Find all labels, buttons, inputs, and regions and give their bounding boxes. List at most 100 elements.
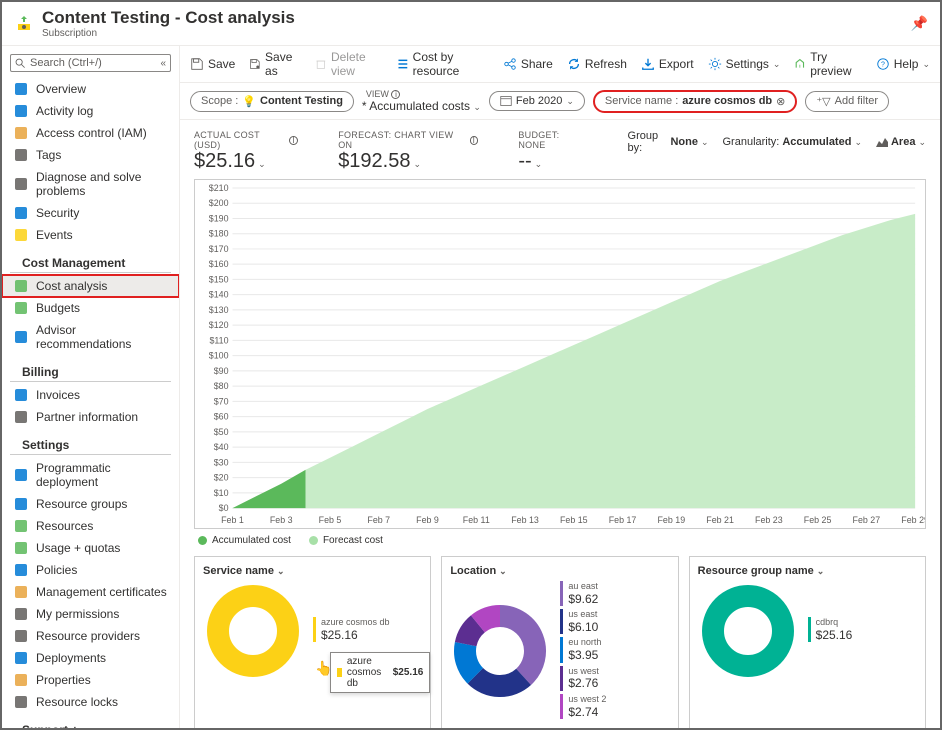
bulb-icon: 💡: [242, 95, 256, 108]
page-subtitle: Subscription: [42, 28, 295, 39]
sidebar-item-events[interactable]: Events: [2, 224, 179, 246]
donut-card-service-name: Service name ⌄azure cosmos db$25.16azure…: [194, 556, 431, 728]
donut-title[interactable]: Location ⌄: [450, 565, 669, 577]
sidebar-item-overview[interactable]: Overview: [2, 78, 179, 100]
saveas-button[interactable]: Save as: [249, 50, 301, 78]
svg-text:$80: $80: [214, 381, 229, 391]
sidebar-item-partner-information[interactable]: Partner information: [2, 406, 179, 428]
sidebar-item-access-control-iam-[interactable]: Access control (IAM): [2, 122, 179, 144]
charttype-dropdown[interactable]: Area ⌄: [876, 136, 926, 148]
view-selector[interactable]: VIEW i * Accumulated costs ⌄: [362, 89, 481, 113]
nav-icon: [14, 388, 28, 402]
nav-icon: [14, 410, 28, 424]
sidebar-item-resource-locks[interactable]: Resource locks: [2, 691, 179, 713]
groupby-dropdown[interactable]: Group by: None ⌄: [628, 130, 709, 154]
clear-filter-icon[interactable]: ⊗: [776, 95, 785, 108]
nav-icon: [14, 519, 28, 533]
nav-icon: [14, 497, 28, 511]
toolbar: Save Save as Delete view Cost by resource Sh…: [180, 46, 940, 83]
settings-button[interactable]: Settings⌄: [708, 57, 781, 71]
sidebar-item-tags[interactable]: Tags: [2, 144, 179, 166]
svg-text:$10: $10: [214, 488, 229, 498]
sidebar-item-policies[interactable]: Policies: [2, 559, 179, 581]
sidebar-item-cost-analysis[interactable]: Cost analysis: [2, 275, 179, 297]
save-button[interactable]: Save: [190, 57, 235, 71]
search-input[interactable]: Search (Ctrl+/) «: [10, 54, 171, 72]
nav-icon: [14, 148, 28, 162]
svg-text:$140: $140: [209, 290, 229, 300]
svg-text:$100: $100: [209, 351, 229, 361]
sidebar-item-resource-groups[interactable]: Resource groups: [2, 493, 179, 515]
sidebar-item-my-permissions[interactable]: My permissions: [2, 603, 179, 625]
sidebar-item-diagnose-and-solve-problems[interactable]: Diagnose and solve problems: [2, 166, 179, 202]
sidebar-item-management-certificates[interactable]: Management certificates: [2, 581, 179, 603]
sidebar-item-deployments[interactable]: Deployments: [2, 647, 179, 669]
sidebar-item-resource-providers[interactable]: Resource providers: [2, 625, 179, 647]
preview-icon: [794, 57, 806, 71]
sidebar-item-resources[interactable]: Resources: [2, 515, 179, 537]
sidebar-item-programmatic-deployment[interactable]: Programmatic deployment: [2, 457, 179, 493]
donut-legend-item: eu north$3.95: [560, 637, 606, 662]
nav-icon: [14, 301, 28, 315]
scope-pill[interactable]: Scope : 💡 Content Testing: [190, 91, 354, 112]
chart-legend: Accumulated costForecast cost: [180, 529, 940, 552]
svg-text:$130: $130: [209, 305, 229, 315]
list-button[interactable]: Cost by resource: [397, 50, 489, 78]
budget-metric: BUDGET: NONE -- ⌄: [518, 130, 587, 173]
svg-text:$150: $150: [209, 274, 229, 284]
sidebar-item-activity-log[interactable]: Activity log: [2, 100, 179, 122]
svg-text:Feb 19: Feb 19: [658, 515, 686, 525]
export-icon: [641, 57, 655, 71]
svg-text:$170: $170: [209, 244, 229, 254]
service-filter-pill[interactable]: Service name : azure cosmos db ⊗: [593, 90, 797, 113]
sidebar-item-security[interactable]: Security: [2, 202, 179, 224]
donut-title[interactable]: Resource group name ⌄: [698, 565, 917, 577]
donut-chart[interactable]: [450, 601, 550, 701]
subscription-icon: [14, 14, 34, 34]
sidebar-item-usage-quotas[interactable]: Usage + quotas: [2, 537, 179, 559]
sidebar-item-budgets[interactable]: Budgets: [2, 297, 179, 319]
svg-text:$0: $0: [219, 503, 229, 513]
export-button[interactable]: Export: [641, 57, 694, 71]
nav-group-title: Settings: [10, 432, 171, 455]
nav-icon: [14, 541, 28, 555]
donut-title[interactable]: Service name ⌄: [203, 565, 422, 577]
sidebar-item-advisor-recommendations[interactable]: Advisor recommendations: [2, 319, 179, 355]
svg-text:$120: $120: [209, 320, 229, 330]
nav-icon: [14, 695, 28, 709]
svg-text:Feb 7: Feb 7: [367, 515, 390, 525]
refresh-button[interactable]: Refresh: [567, 57, 627, 71]
svg-text:$210: $210: [209, 183, 229, 193]
svg-text:?: ?: [881, 62, 885, 69]
sidebar-item-invoices[interactable]: Invoices: [2, 384, 179, 406]
nav-icon: [14, 563, 28, 577]
cost-chart[interactable]: $0$10$20$30$40$50$60$70$80$90$100$110$12…: [194, 179, 926, 529]
nav-icon: [14, 673, 28, 687]
nav-group-title: Billing: [10, 359, 171, 382]
legend-item: Forecast cost: [309, 535, 383, 546]
add-filter-pill[interactable]: ⁺▽ Add filter: [805, 91, 889, 112]
granularity-dropdown[interactable]: Granularity: Accumulated ⌄: [723, 136, 862, 148]
nav-icon: [14, 330, 28, 344]
share-button[interactable]: Share: [503, 57, 553, 71]
help-button[interactable]: ?Help⌄: [876, 57, 930, 71]
nav-icon: [14, 104, 28, 118]
donut-chart[interactable]: [698, 581, 798, 681]
date-pill[interactable]: Feb 2020 ⌄: [489, 91, 585, 111]
delete-button[interactable]: Delete view: [315, 50, 383, 78]
donut-chart[interactable]: [203, 581, 303, 681]
nav-icon: [14, 228, 28, 242]
page-header: Content Testing - Cost analysis Subscrip…: [2, 2, 940, 46]
list-icon: [397, 57, 409, 71]
preview-button[interactable]: Try preview: [794, 50, 861, 78]
donut-legend-item: azure cosmos db$25.16: [313, 617, 390, 642]
search-placeholder: Search (Ctrl+/): [30, 57, 102, 69]
sidebar-item-properties[interactable]: Properties: [2, 669, 179, 691]
pin-icon[interactable]: 📌: [911, 15, 928, 32]
svg-text:Feb 13: Feb 13: [511, 515, 539, 525]
nav-icon: [14, 607, 28, 621]
info-icon[interactable]: i: [470, 136, 479, 145]
filter-icon: ⁺▽: [816, 95, 830, 108]
info-icon[interactable]: i: [289, 136, 298, 145]
nav-group-title: Cost Management: [10, 250, 171, 273]
